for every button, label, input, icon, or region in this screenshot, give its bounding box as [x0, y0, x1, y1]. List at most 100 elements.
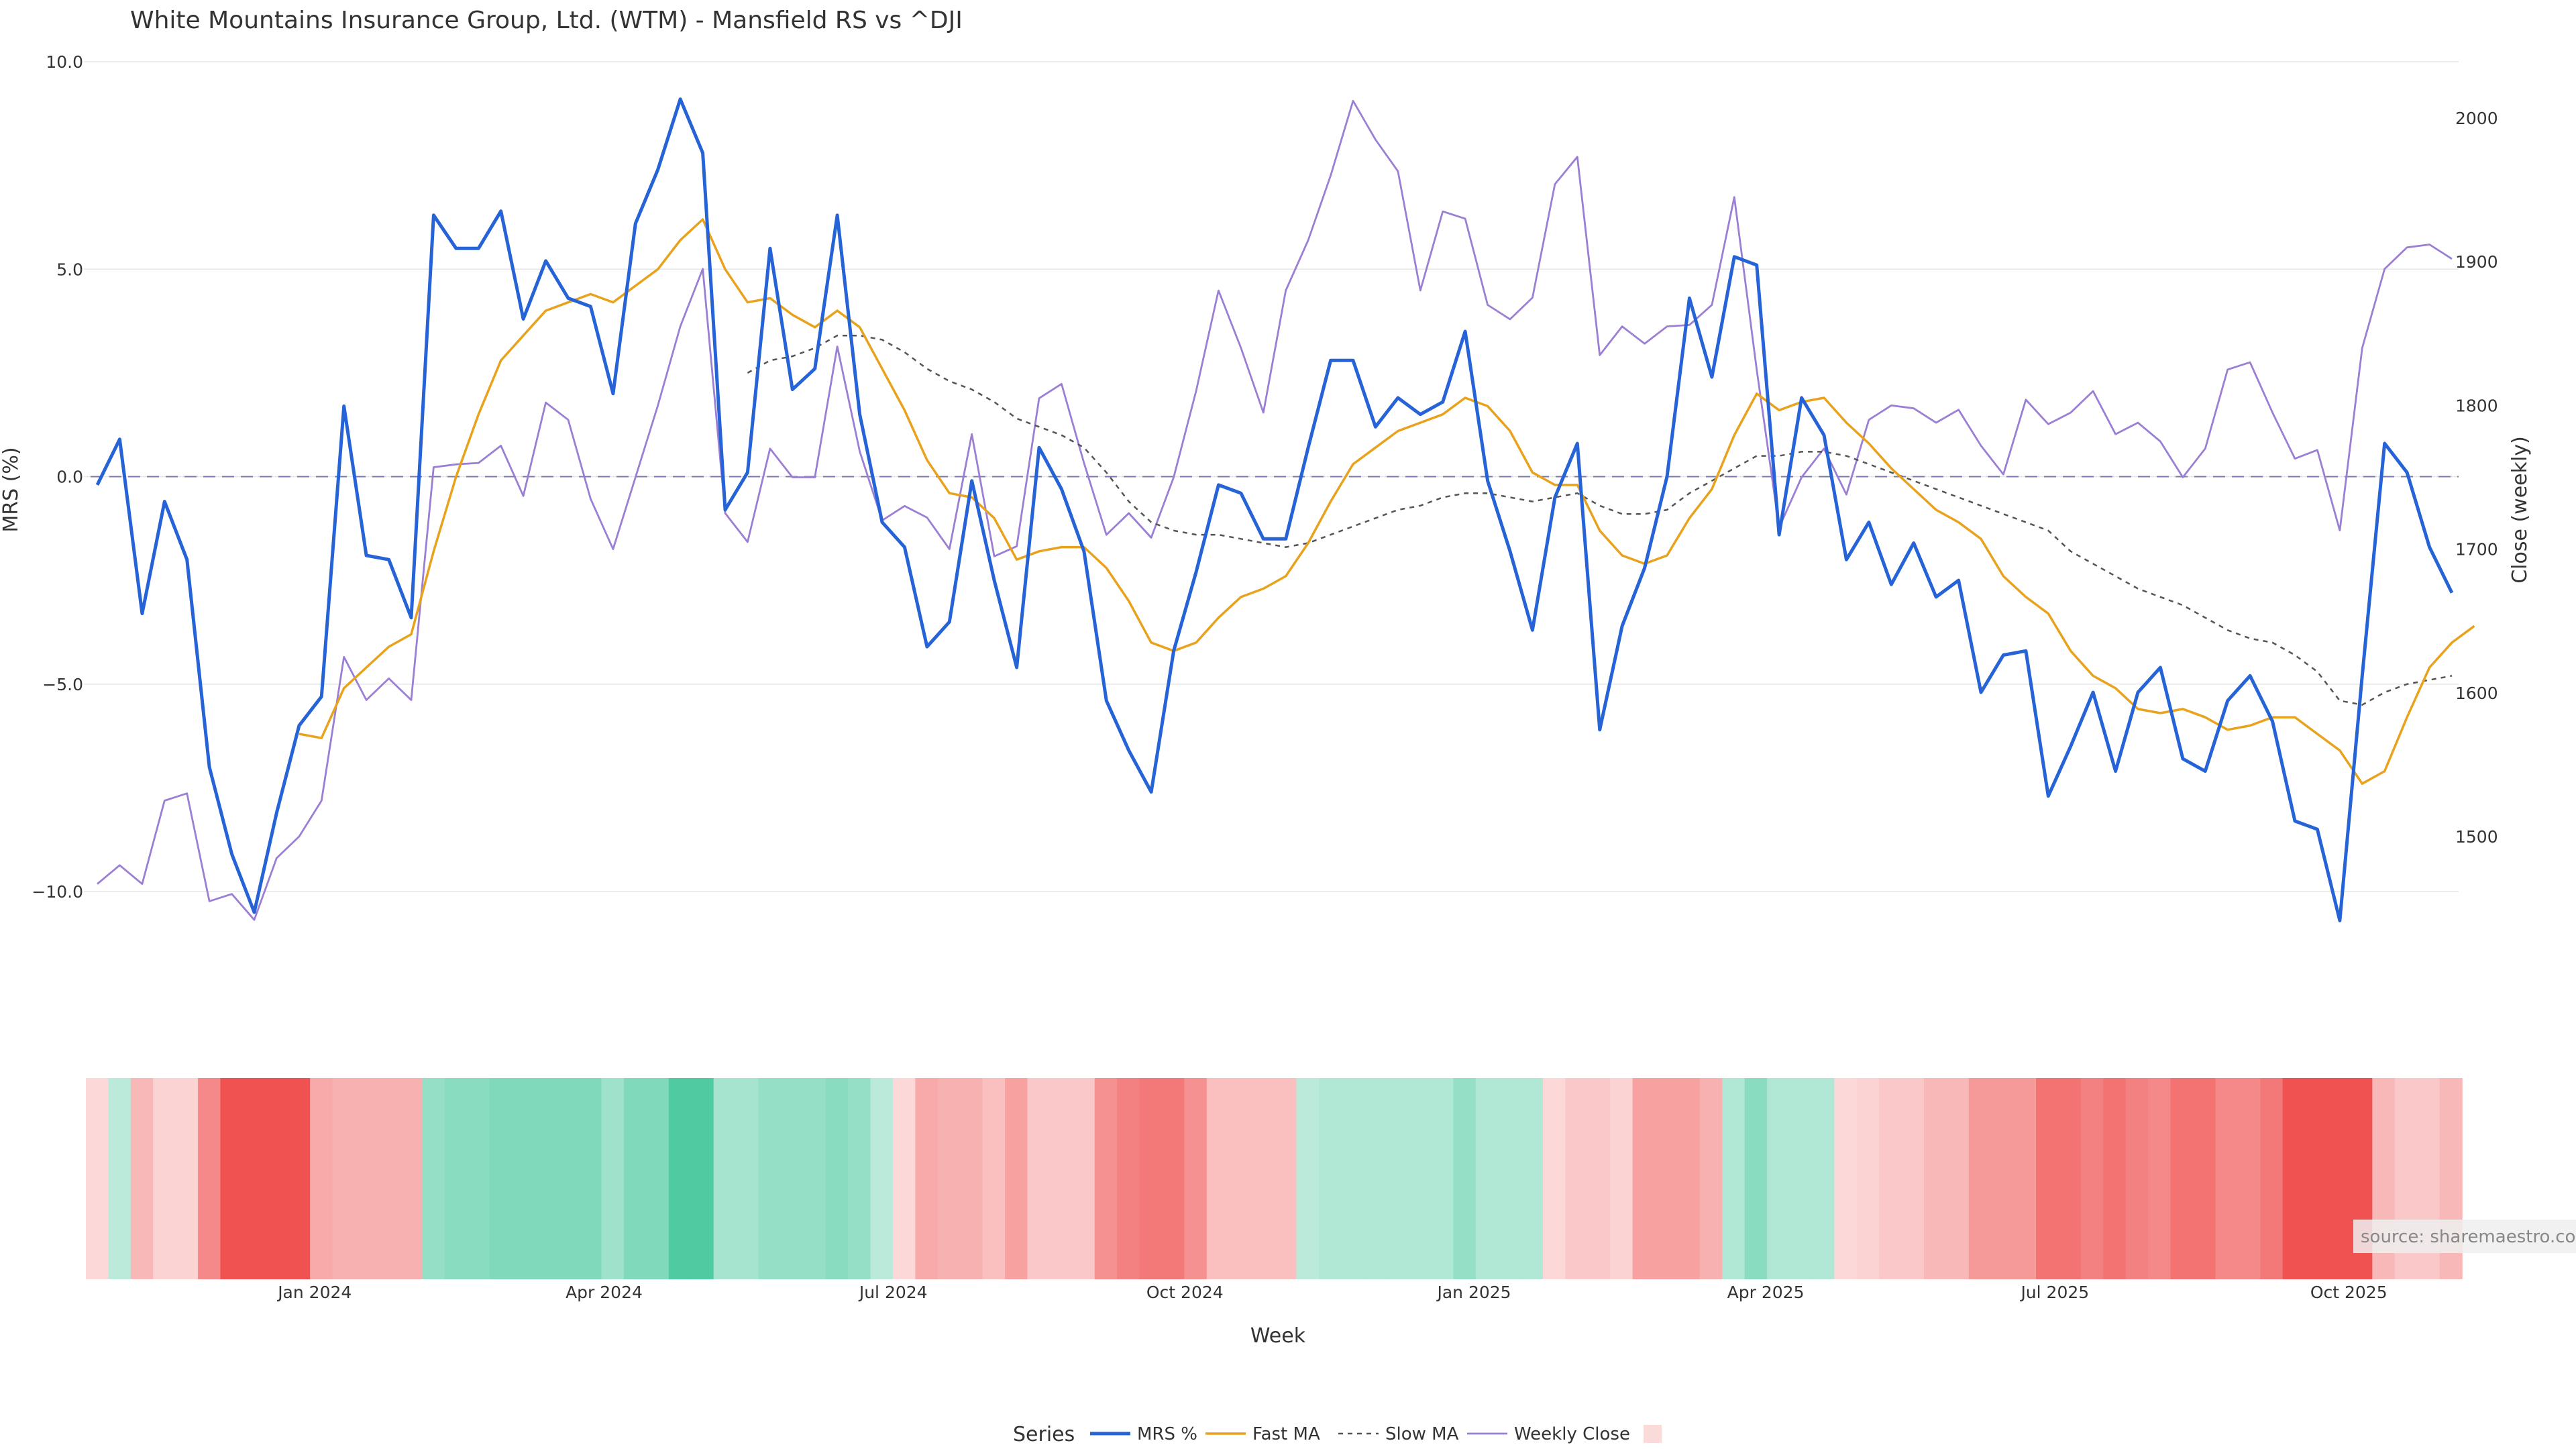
heat-cell: [265, 1078, 288, 1279]
heat-cell: [1632, 1078, 1656, 1279]
x-tick-label: Oct 2025: [2310, 1283, 2387, 1302]
heat-cell: [2013, 1078, 2037, 1279]
heat-cell: [1744, 1078, 1768, 1279]
y2-axis-label: Close (weekly): [2508, 436, 2532, 584]
legend-entry: Slow MA: [1385, 1424, 1459, 1444]
heat-cell: [1991, 1078, 2015, 1279]
heat-cell: [489, 1078, 513, 1279]
legend-title: Series: [1013, 1423, 1075, 1446]
heat-cell: [2282, 1078, 2306, 1279]
heat-cell: [1587, 1078, 1611, 1279]
heat-cell: [1206, 1078, 1230, 1279]
heat-cell: [1049, 1078, 1073, 1279]
heat-cell: [1005, 1078, 1028, 1279]
heat-cell: [2058, 1078, 2082, 1279]
legend-entry: Weekly Close: [1514, 1424, 1630, 1444]
source-note: source: sharemaestro.com: [2353, 1220, 2576, 1253]
heat-cell: [108, 1078, 131, 1279]
heat-cell: [1498, 1078, 1521, 1279]
heat-cell: [1968, 1078, 1992, 1279]
heat-cell: [1161, 1078, 1185, 1279]
y2-tick-label: 2000: [2455, 109, 2498, 128]
y2-tick-label: 1900: [2455, 252, 2498, 272]
heat-cell: [579, 1078, 602, 1279]
heat-cell: [2036, 1078, 2059, 1279]
heat-cell: [1924, 1078, 1947, 1279]
y2-axis-ticks: 2000 1900 1800 1700 1600 1500: [2455, 109, 2498, 847]
heat-cell: [2260, 1078, 2284, 1279]
heat-cell: [1318, 1078, 1342, 1279]
heat-cell: [332, 1078, 356, 1279]
heat-cell: [2148, 1078, 2171, 1279]
y2-tick-label: 1500: [2455, 827, 2498, 847]
heat-strip: [86, 1078, 2463, 1279]
heat-cell: [1767, 1078, 1790, 1279]
heat-cell: [2237, 1078, 2261, 1279]
heat-cell: [1856, 1078, 1880, 1279]
heat-cell: [758, 1078, 782, 1279]
y2-tick-label: 1800: [2455, 396, 2498, 415]
legend: Series MRS % Fast MA Slow MA Weekly Close: [1013, 1423, 1662, 1446]
heat-cell: [467, 1078, 490, 1279]
heat-cell: [1879, 1078, 1902, 1279]
heat-cell: [668, 1078, 692, 1279]
heat-cell: [982, 1078, 1006, 1279]
x-axis-label: Week: [1250, 1324, 1306, 1348]
heat-cell: [1655, 1078, 1678, 1279]
x-tick-label: Oct 2024: [1146, 1283, 1224, 1302]
heat-cell: [713, 1078, 737, 1279]
heat-cell: [86, 1078, 109, 1279]
heat-cell: [691, 1078, 714, 1279]
heat-cell: [198, 1078, 221, 1279]
series-line-fast-ma: [299, 218, 2475, 785]
heat-cell: [2125, 1078, 2149, 1279]
heat-cell: [1341, 1078, 1364, 1279]
heat-cell: [1430, 1078, 1454, 1279]
heat-cell: [1834, 1078, 1858, 1279]
heat-cell: [1408, 1078, 1432, 1279]
heat-cell: [1296, 1078, 1320, 1279]
heat-cell: [960, 1078, 983, 1279]
x-tick-label: Apr 2025: [1727, 1283, 1805, 1302]
heat-cell: [1610, 1078, 1633, 1279]
heat-cell: [2305, 1078, 2328, 1279]
heat-cell: [175, 1078, 199, 1279]
heat-cell: [287, 1078, 311, 1279]
heat-cell: [736, 1078, 759, 1279]
chart-title: White Mountains Insurance Group, Ltd. (W…: [130, 7, 963, 34]
heat-cell: [444, 1078, 468, 1279]
x-tick-label: Jan 2025: [1436, 1283, 1511, 1302]
x-tick-label: Jul 2024: [858, 1283, 928, 1302]
heat-cell: [892, 1078, 916, 1279]
heat-cell: [623, 1078, 647, 1279]
heat-cell: [825, 1078, 849, 1279]
series-line-weekly-close: [97, 99, 2453, 921]
legend-entry: Fast MA: [1252, 1424, 1320, 1444]
series-line-slow-ma: [747, 334, 2453, 706]
heat-cell: [780, 1078, 804, 1279]
series-line-mrs: [95, 97, 2454, 922]
heat-cell: [1453, 1078, 1477, 1279]
series-lines: [95, 97, 2475, 922]
heat-cell: [1139, 1078, 1163, 1279]
y-axis-label: MRS (%): [0, 447, 23, 532]
y-tick-label: −10.0: [32, 882, 83, 902]
heat-cell: [1789, 1078, 1813, 1279]
heat-cell: [1229, 1078, 1252, 1279]
heat-cell: [937, 1078, 961, 1279]
source-text: source: sharemaestro.com: [2361, 1227, 2576, 1247]
heat-cell: [153, 1078, 176, 1279]
heat-cell: [1677, 1078, 1701, 1279]
heat-cell: [242, 1078, 266, 1279]
y-tick-label: 5.0: [56, 260, 83, 279]
heat-cell: [1094, 1078, 1118, 1279]
heat-cell: [2327, 1078, 2351, 1279]
y-tick-label: 10.0: [46, 52, 83, 72]
heat-cell: [1811, 1078, 1835, 1279]
heat-cell: [1184, 1078, 1208, 1279]
heat-cell: [1722, 1078, 1746, 1279]
heat-cell: [556, 1078, 580, 1279]
heat-cell: [130, 1078, 154, 1279]
heat-cell: [2193, 1078, 2216, 1279]
